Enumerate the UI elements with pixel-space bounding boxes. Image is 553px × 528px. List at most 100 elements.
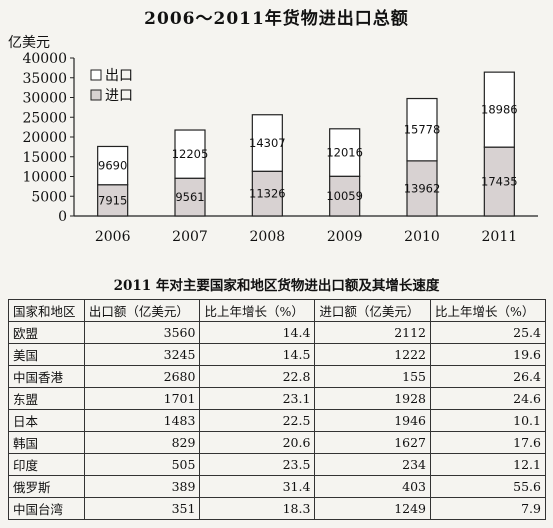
table-row: 印度 505 23.5 234 12.1 (8, 453, 546, 476)
chart-title: 2006～2011年货物进出口总额 (144, 9, 409, 29)
region-cell: 韩国 (8, 431, 85, 454)
bar-segment (251, 170, 283, 217)
import-growth-cell: 55.6 (430, 475, 546, 498)
x-tick-label: 2010 (404, 229, 440, 245)
import-growth-cell: 26.4 (430, 365, 546, 388)
import-cell: 1946 (314, 409, 432, 432)
table-row: 美国 3245 14.5 1222 19.6 (8, 343, 546, 366)
data-label: 12205 (172, 147, 209, 161)
bar-segment (483, 71, 515, 148)
y-axis-unit: 亿美元 (8, 35, 50, 51)
data-label: 18986 (481, 103, 518, 117)
export-growth-cell: 14.4 (199, 321, 316, 344)
import-growth-cell: 24.6 (430, 387, 546, 410)
data-label: 9690 (98, 159, 127, 173)
import-growth-cell: 17.6 (430, 431, 546, 454)
export-growth-cell: 31.4 (199, 475, 316, 498)
data-label: 12016 (326, 146, 363, 160)
bar-segment (251, 114, 283, 172)
data-label: 9561 (175, 190, 204, 204)
header-import-growth: 比上年增长（%） (430, 299, 546, 322)
region-cell: 东盟 (8, 387, 85, 410)
bar-segment (406, 160, 438, 217)
export-cell: 3560 (83, 321, 201, 344)
stacked-bar-chart: 0 5000 10000 15000 20000 25000 30000 35000 40000… (22, 51, 538, 245)
data-label: 10059 (326, 189, 363, 203)
region-cell: 欧盟 (8, 321, 85, 344)
x-tick-label: 2009 (327, 229, 363, 245)
x-tick-label: 2007 (172, 229, 208, 245)
region-cell: 俄罗斯 (8, 475, 85, 498)
y-tick-label: 0 (58, 209, 67, 225)
table-row: 韩国 829 20.6 1627 17.6 (8, 431, 546, 454)
export-growth-cell: 22.5 (199, 409, 316, 432)
table-row: 东盟 1701 23.1 1928 24.6 (8, 387, 546, 410)
region-cell: 日本 (8, 409, 85, 432)
data-label: 13962 (404, 181, 441, 195)
legend-label: 进口 (105, 88, 133, 104)
export-cell: 389 (83, 475, 201, 498)
bar-segment (329, 175, 361, 217)
import-growth-cell: 10.1 (430, 409, 546, 432)
table-row: 中国香港 2680 22.8 155 26.4 (8, 365, 546, 388)
trade-table: 国家和地区 出口额（亿美元） 比上年增长（%） 进口额（亿美元） 比上年增长（%… (8, 299, 546, 520)
import-cell: 1627 (314, 431, 432, 454)
table-row: 中国台湾 351 18.3 1249 7.9 (8, 497, 546, 520)
bar-segment (406, 97, 438, 162)
bar-segment (329, 128, 361, 177)
import-growth-cell: 25.4 (430, 321, 546, 344)
header-import: 进口额（亿美元） (314, 299, 432, 322)
data-label: 11326 (249, 187, 286, 201)
y-tick-label: 15000 (22, 150, 67, 166)
legend-swatch (90, 89, 102, 101)
export-cell: 3245 (83, 343, 201, 366)
export-growth-cell: 22.8 (199, 365, 316, 388)
table-header-row: 国家和地区 出口额（亿美元） 比上年增长（%） 进口额（亿美元） 比上年增长（%… (8, 299, 546, 322)
header-region: 国家和地区 (8, 299, 85, 322)
import-cell: 2112 (314, 321, 432, 344)
region-cell: 印度 (8, 453, 85, 476)
import-growth-cell: 7.9 (430, 497, 546, 520)
data-label: 7915 (98, 193, 127, 207)
export-cell: 505 (83, 453, 201, 476)
y-tick-label: 20000 (22, 130, 67, 146)
export-cell: 2680 (83, 365, 201, 388)
data-label: 14307 (249, 136, 286, 150)
region-cell: 美国 (8, 343, 85, 366)
import-cell: 403 (314, 475, 432, 498)
data-label: 15778 (404, 123, 441, 137)
bar-segment (174, 129, 206, 179)
import-growth-cell: 12.1 (430, 453, 546, 476)
table-row: 日本 1483 22.5 1946 10.1 (8, 409, 546, 432)
export-growth-cell: 20.6 (199, 431, 316, 454)
legend-swatch (90, 69, 102, 81)
export-growth-cell: 18.3 (199, 497, 316, 520)
x-tick-label: 2006 (95, 229, 131, 245)
import-cell: 1249 (314, 497, 432, 520)
table-row: 欧盟 3560 14.4 2112 25.4 (8, 321, 546, 344)
region-cell: 中国香港 (8, 365, 85, 388)
y-tick-label: 35000 (22, 71, 67, 87)
header-export: 出口额（亿美元） (83, 299, 201, 322)
import-cell: 155 (314, 365, 432, 388)
data-label: 17435 (481, 175, 518, 189)
region-cell: 中国台湾 (8, 497, 85, 520)
y-tick-label: 40000 (22, 51, 67, 67)
export-cell: 1701 (83, 387, 201, 410)
export-cell: 829 (83, 431, 201, 454)
import-cell: 1222 (314, 343, 432, 366)
bar-segment (174, 177, 206, 217)
y-tick-label: 30000 (22, 91, 67, 107)
y-tick-label: 25000 (22, 110, 67, 126)
bar-segment (483, 146, 515, 217)
export-growth-cell: 23.1 (199, 387, 316, 410)
table-row: 俄罗斯 389 31.4 403 55.6 (8, 475, 546, 498)
legend-label: 出口 (105, 68, 133, 84)
y-tick-label: 10000 (22, 170, 67, 186)
import-growth-cell: 19.6 (430, 343, 546, 366)
bar-segment (97, 145, 129, 186)
x-tick-label: 2008 (250, 229, 286, 245)
import-cell: 234 (314, 453, 432, 476)
y-tick-label: 5000 (31, 189, 67, 205)
export-cell: 351 (83, 497, 201, 520)
